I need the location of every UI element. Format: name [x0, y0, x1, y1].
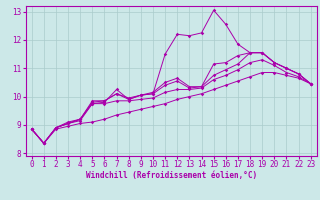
X-axis label: Windchill (Refroidissement éolien,°C): Windchill (Refroidissement éolien,°C) — [86, 171, 257, 180]
